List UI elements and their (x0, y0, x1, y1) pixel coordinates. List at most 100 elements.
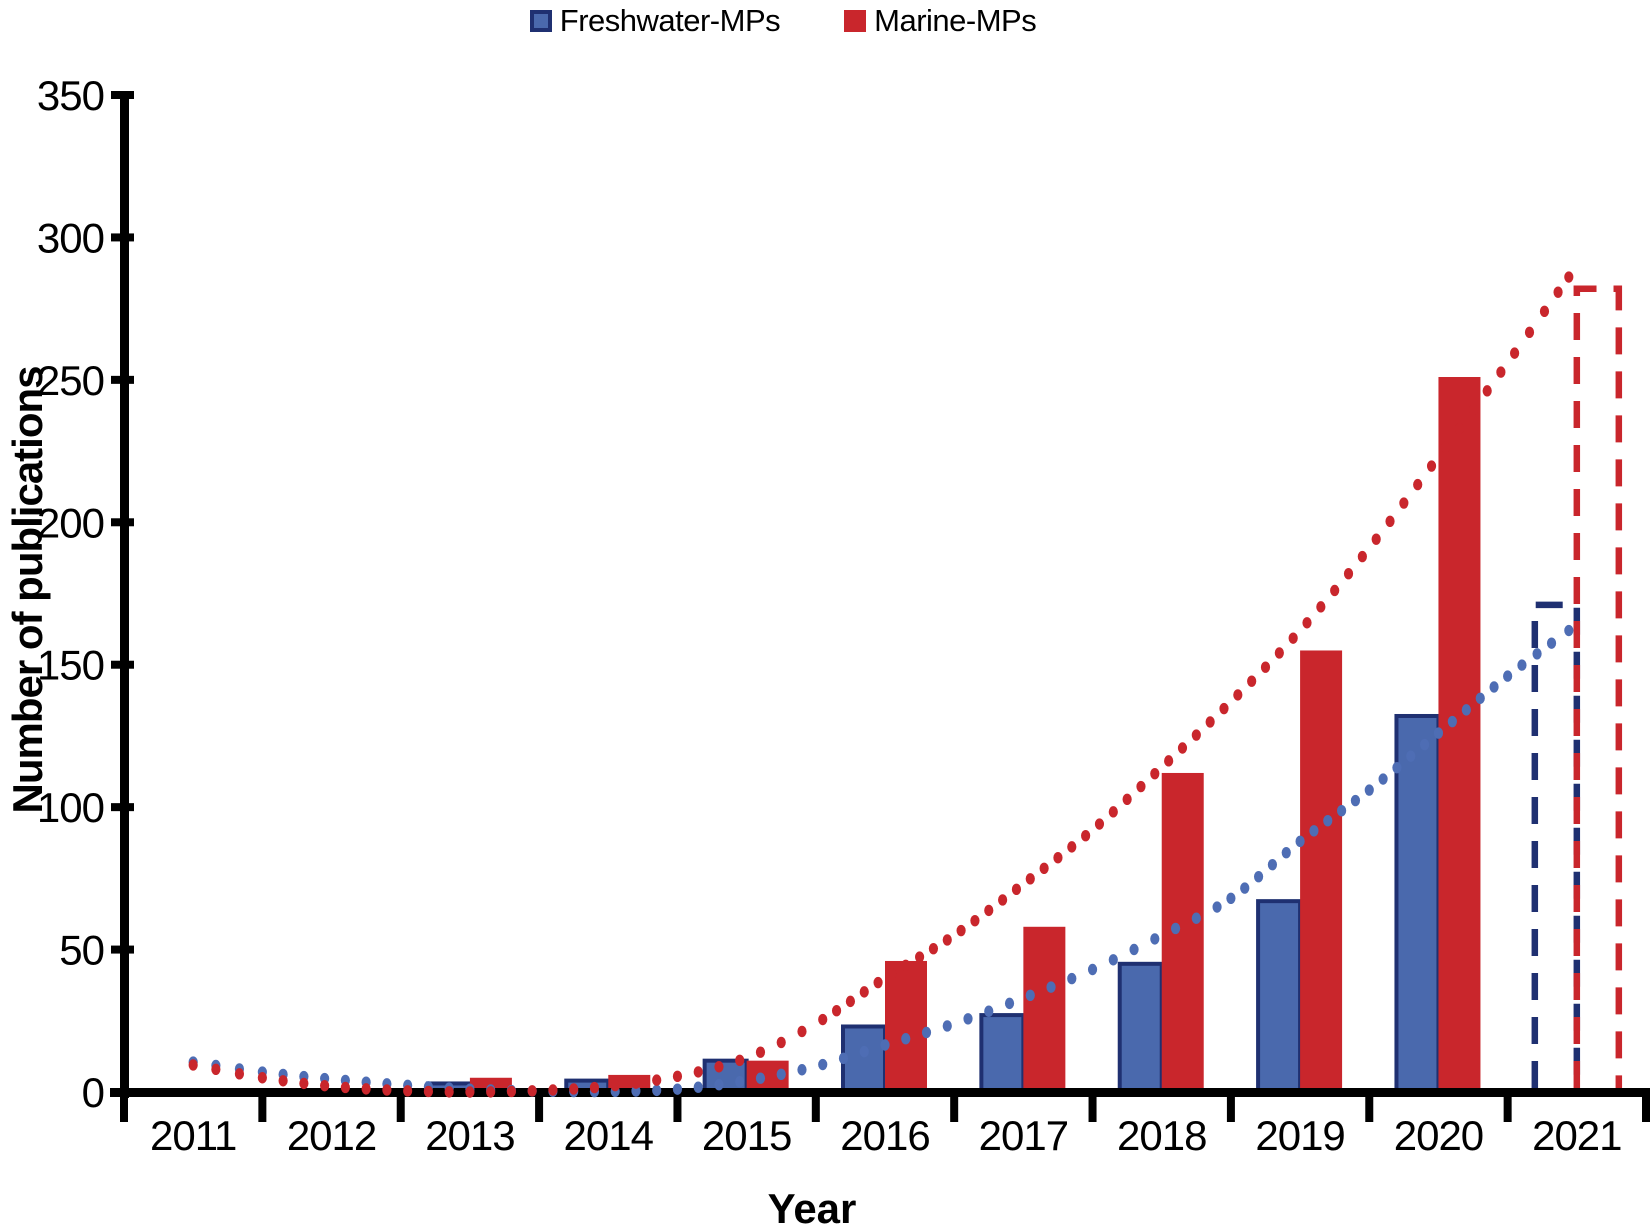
trend-dot (1440, 441, 1450, 454)
legend-label-marine: Marine-MPs (874, 3, 1037, 38)
trend-dot (818, 1058, 828, 1071)
trend-dot (1081, 830, 1091, 842)
y-tick (111, 91, 134, 99)
y-tick-label: 300 (37, 214, 104, 261)
trend-dot (1191, 912, 1201, 924)
trend-dot (257, 1072, 267, 1084)
y-tick (111, 803, 134, 812)
trend-dot (1094, 818, 1105, 830)
x-tick-label-2012: 2012 (287, 1112, 376, 1159)
trend-dot (188, 1059, 198, 1071)
trend-dot (1323, 814, 1333, 827)
trend-dot (735, 1076, 745, 1088)
trend-dot (1129, 943, 1139, 956)
trend-dot (672, 1083, 683, 1095)
trend-dot (1503, 670, 1513, 682)
trend-dot (735, 1054, 745, 1067)
trend-dot (901, 959, 911, 971)
trend-dot (1364, 784, 1374, 796)
x-tick-label-2015: 2015 (702, 1112, 791, 1159)
trend-dot (797, 1025, 807, 1038)
y-tick-label: 350 (37, 72, 104, 119)
trend-dot (506, 1085, 517, 1098)
trend-dot (486, 1086, 496, 1098)
trend-dot (278, 1075, 288, 1087)
trend-dot (1011, 883, 1022, 896)
trend-dot (1067, 972, 1077, 985)
trend-dot (714, 1061, 724, 1073)
x-tick-label-2013: 2013 (425, 1112, 514, 1159)
x-tick (1642, 1088, 1650, 1122)
bar-freshwater-2017 (979, 1013, 1026, 1094)
trend-dot (1371, 533, 1381, 545)
trend-dot (1281, 846, 1291, 859)
trend-dot (1274, 647, 1284, 659)
trend-dot (444, 1086, 454, 1098)
trend-dot (984, 1005, 994, 1017)
trend-dot (693, 1066, 703, 1078)
legend-swatch-marine-icon (844, 10, 867, 32)
x-tick (535, 1088, 544, 1122)
legend-item-freshwater: Freshwater-MPs (529, 3, 781, 39)
trend-dot (1288, 632, 1298, 644)
trend-dot (672, 1070, 683, 1083)
bar-freshwater-2018 (1117, 961, 1164, 1094)
trend-dot (1150, 767, 1160, 780)
x-tick (1226, 1088, 1235, 1122)
y-tick (111, 945, 134, 954)
y-tick-label: 0 (82, 1069, 104, 1116)
trend-dot (776, 1068, 786, 1080)
trend-dot (873, 976, 883, 989)
y-tick-label: 150 (37, 642, 104, 689)
trend-dot (1413, 478, 1423, 491)
y-tick-label: 50 (59, 927, 104, 974)
trend-dot (589, 1081, 600, 1094)
trend-dot (942, 1020, 952, 1032)
trend-dot (527, 1085, 537, 1097)
trend-dot (1461, 704, 1471, 716)
trend-dot (880, 1039, 890, 1051)
trend-dot (610, 1079, 620, 1092)
x-tick (396, 1088, 405, 1122)
trend-dot (1253, 870, 1264, 883)
trend-dot (1510, 347, 1520, 359)
trend-dot (1454, 422, 1464, 435)
y-tick (111, 518, 134, 527)
x-tick (258, 1088, 267, 1122)
trend-dot (998, 894, 1008, 906)
trend-dot (1447, 715, 1457, 728)
trend-dot (693, 1081, 703, 1093)
trend-dot (1170, 922, 1181, 935)
legend-label-freshwater: Freshwater-MPs (559, 3, 781, 38)
trend-dot (1004, 997, 1015, 1010)
trend-dot (320, 1079, 330, 1092)
trend-dot (631, 1085, 641, 1097)
trend-dot (1046, 981, 1056, 993)
trend-dot (1343, 567, 1354, 580)
trend-dot (1267, 858, 1278, 871)
legend: Freshwater-MPs Marine-MPs (0, 3, 1566, 39)
trend-dot (1302, 617, 1312, 629)
trend-dot (1233, 689, 1243, 701)
trend-dot (1517, 659, 1527, 671)
trend-dot (1482, 385, 1492, 397)
trend-dot (1524, 326, 1535, 339)
trend-dot (340, 1081, 350, 1094)
trend-dot (1357, 550, 1367, 563)
trend-dot (984, 904, 994, 917)
x-tick-label-2016: 2016 (840, 1112, 929, 1159)
trend-dot (1122, 793, 1132, 806)
trend-dot (714, 1079, 724, 1091)
trend-dot (1399, 497, 1409, 509)
x-tick (1503, 1088, 1512, 1122)
trend-dot (1205, 716, 1215, 728)
y-tick-label: 200 (37, 499, 104, 546)
trend-dot (569, 1083, 579, 1095)
trend-dot (1164, 755, 1174, 767)
x-tick-label-2020: 2020 (1394, 1112, 1483, 1159)
trend-dot (1564, 271, 1574, 283)
y-tick-label: 250 (37, 357, 104, 404)
trend-dot (1532, 648, 1542, 660)
y-tick-label: 100 (37, 784, 104, 831)
trend-dot (423, 1085, 433, 1098)
